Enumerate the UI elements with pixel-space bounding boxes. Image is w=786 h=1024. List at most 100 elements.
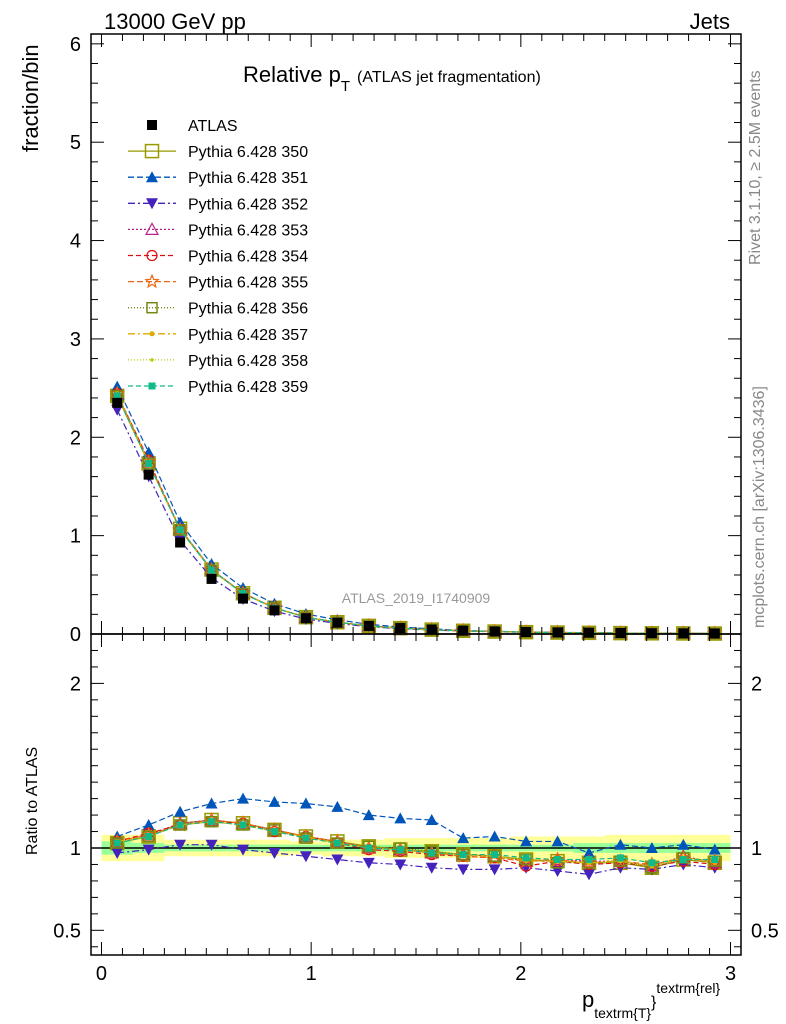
series-point-ratio (268, 847, 281, 859)
legend-item: Pythia 6.428 351 (128, 170, 308, 187)
series-point-ratio (174, 839, 187, 851)
legend-label: Pythia 6.428 356 (188, 301, 308, 318)
y-tick-label-ratio: 0.5 (53, 920, 81, 942)
series-point-ratio (488, 864, 501, 876)
legend-item: Pythia 6.428 359 (128, 379, 308, 396)
legend-marker (144, 273, 160, 289)
side-label-rivet: Rivet 3.1.10, ≥ 2.5M events (747, 70, 764, 265)
data-point-atlas (489, 626, 500, 637)
series-point-ratio (428, 849, 436, 857)
x-axis-label-main: p (582, 987, 594, 1012)
ratio-band-layer (91, 834, 741, 862)
data-point-atlas (552, 627, 563, 638)
series-point-ratio (362, 809, 375, 821)
series-point-ratio (111, 837, 123, 849)
data-point-atlas (143, 469, 154, 480)
y-tick-label-ratio-right: 0.5 (751, 920, 779, 942)
series-line-ratio (117, 798, 715, 854)
series-point-ratio (645, 842, 658, 853)
series-point-ratio (457, 832, 470, 844)
legend-item: Pythia 6.428 357 (128, 327, 308, 344)
legend-item: Pythia 6.428 356 (128, 301, 308, 318)
series-line-ratio (117, 844, 715, 875)
x-axis-label-sup: textrm{rel} (656, 980, 720, 996)
series-point-ratio (585, 856, 593, 864)
x-axis-label-close: } (651, 994, 657, 1011)
legend-item: Pythia 6.428 355 (128, 273, 308, 292)
series-point-ratio (425, 862, 438, 874)
series-point-ratio (205, 839, 218, 851)
series-point-ratio (176, 821, 184, 829)
x-tick-label: 0 (96, 963, 107, 985)
y-tick-label-top: 1 (70, 526, 81, 548)
series-point-ratio (394, 812, 407, 824)
legend-label: Pythia 6.428 353 (188, 222, 308, 239)
y-axis-label-top: fraction/bin (18, 44, 43, 152)
series-line-top (116, 395, 715, 635)
series-point-ratio (648, 859, 656, 867)
y-tick-label-top: 6 (70, 34, 81, 56)
series-point-ratio (299, 797, 312, 809)
ratio-series-layer (109, 792, 723, 881)
series-point-ratio (551, 866, 564, 878)
series-point-ratio (582, 846, 595, 858)
data-point-atlas (363, 620, 374, 631)
series-point-ratio (270, 828, 278, 836)
y-tick-label-ratio: 2 (70, 673, 81, 695)
series-point-top (142, 457, 155, 470)
data-point-atlas (112, 397, 123, 408)
x-tick-label: 3 (725, 963, 736, 985)
series-point-ratio (679, 856, 687, 864)
series-point-ratio (396, 846, 404, 854)
series-point-ratio (551, 835, 564, 847)
data-point-atlas (300, 613, 311, 624)
series-line-ratio (117, 821, 715, 867)
category-label: Jets (690, 9, 730, 34)
series-point-ratio (457, 864, 470, 876)
y-tick-label-ratio: 1 (70, 838, 81, 860)
legend-item: Pythia 6.428 350 (128, 143, 308, 161)
y-tick-label-ratio-right: 2 (751, 673, 762, 695)
data-point-atlas (175, 537, 186, 548)
data-point-atlas (615, 628, 626, 639)
legend-marker (147, 120, 157, 130)
x-axis-label-sub: textrm{T} (594, 1005, 651, 1021)
series-point-ratio (205, 797, 218, 809)
series-point-top (113, 392, 121, 400)
series-point-ratio (365, 844, 373, 852)
data-point-atlas (426, 624, 437, 635)
y-tick-label-top: 5 (70, 132, 81, 154)
series-point-ratio (711, 856, 719, 864)
series-point-ratio (239, 821, 247, 829)
series-point-ratio (459, 851, 467, 859)
data-point-atlas (521, 627, 532, 638)
series-point-ratio (142, 844, 155, 856)
series-point-ratio (331, 854, 344, 866)
legend-item: Pythia 6.428 358 (128, 353, 308, 370)
legend-label: Pythia 6.428 358 (188, 353, 308, 370)
legend-marker (146, 171, 158, 183)
series-point-ratio (394, 859, 407, 871)
series-point-ratio (616, 854, 624, 862)
analysis-id-watermark: ATLAS_2019_I1740909 (342, 590, 491, 606)
y-tick-label-top: 3 (70, 329, 81, 351)
series-point-ratio (582, 869, 595, 881)
x-tick-label: 1 (306, 963, 317, 985)
series-point-ratio (145, 832, 153, 840)
series-point-ratio (677, 838, 690, 850)
y-tick-label-ratio-right: 1 (751, 838, 762, 860)
legend-marker (148, 382, 156, 390)
legend-item: Pythia 6.428 354 (128, 249, 308, 266)
legend-marker (146, 301, 158, 314)
series-point-ratio (425, 814, 438, 826)
plot-title-main: Relative p (243, 62, 341, 87)
legend-marker (149, 331, 155, 337)
legend-marker (144, 143, 160, 159)
legend-label: Pythia 6.428 357 (188, 327, 308, 344)
data-point-atlas (332, 617, 343, 628)
series-point-ratio (333, 839, 341, 847)
legend-item: ATLAS (147, 118, 238, 135)
plot-title: Relative pT (ATLAS jet fragmentation) (243, 62, 541, 95)
series-point-ratio (237, 844, 250, 856)
legend: ATLAS Pythia 6.428 350 Pythia 6.428 351 Pyt… (128, 118, 308, 396)
